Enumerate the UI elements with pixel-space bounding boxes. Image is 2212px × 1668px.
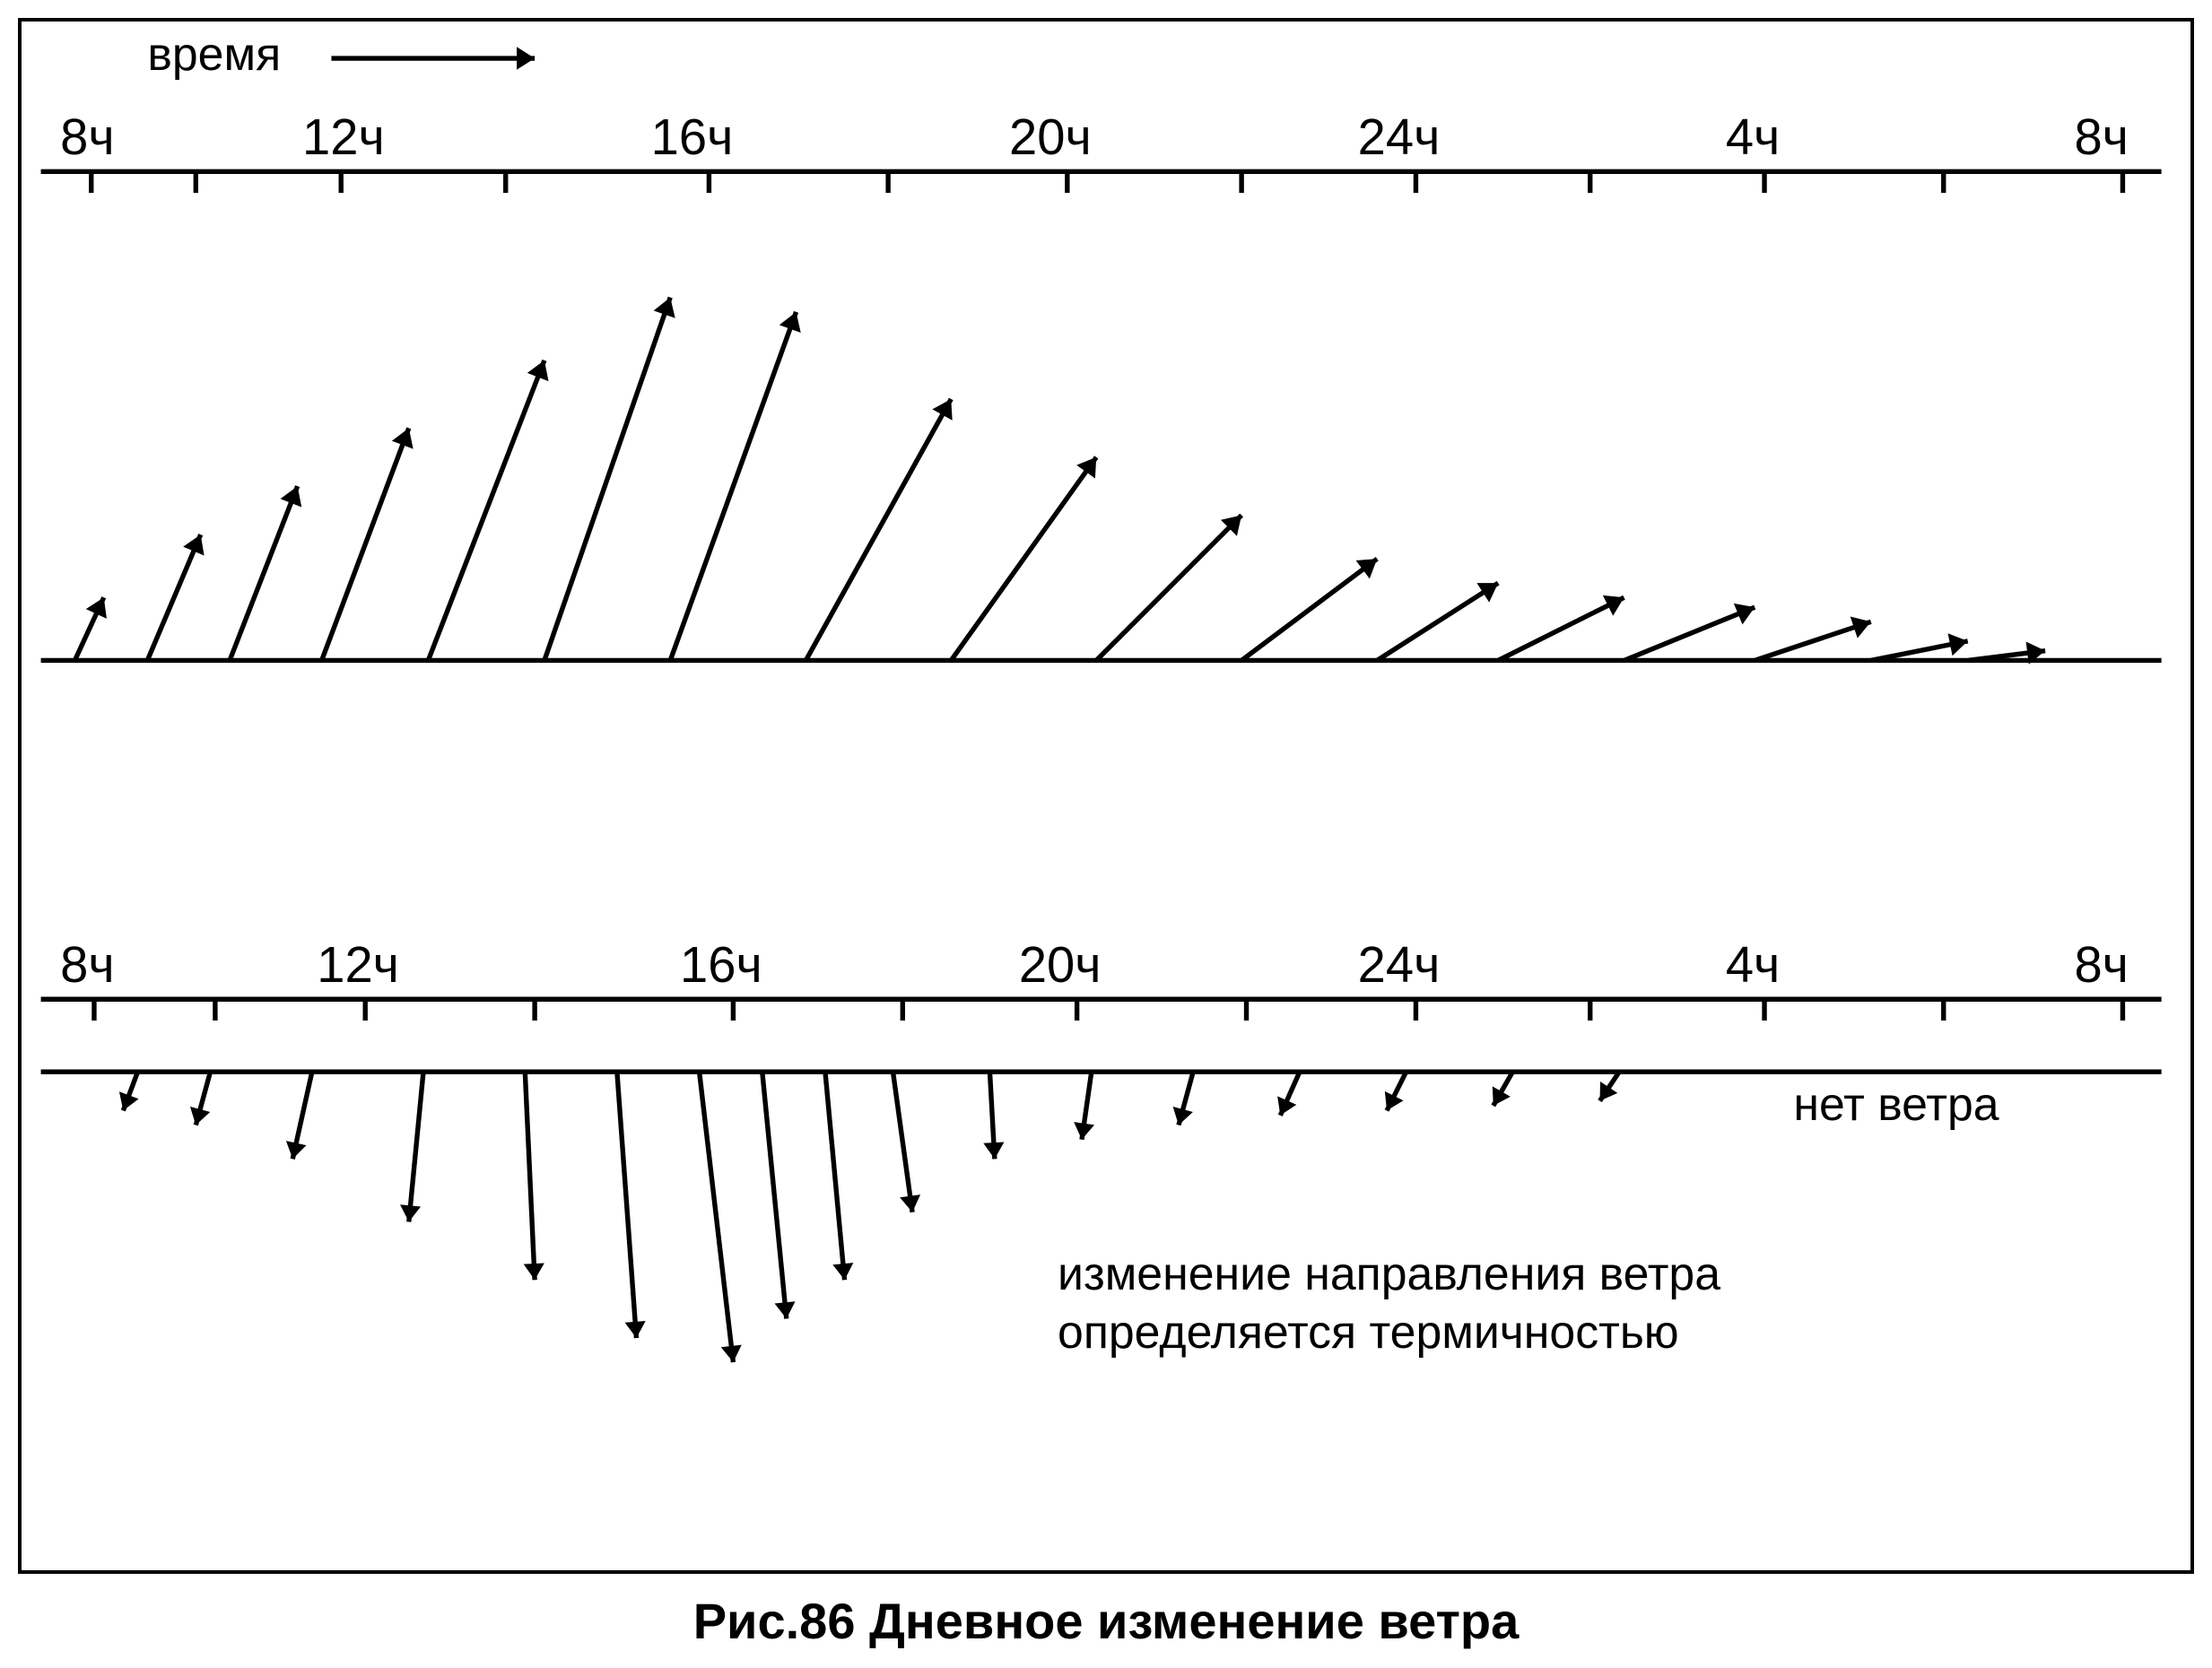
wind-arrow (700, 1072, 734, 1362)
arrowhead-icon (1948, 633, 1968, 656)
wind-arrow (428, 361, 544, 661)
arrowhead-icon (1173, 1107, 1193, 1125)
arrowhead-icon (900, 1195, 920, 1212)
axis-label: 24ч (1358, 109, 1441, 165)
wind-arrow (1377, 583, 1498, 660)
axis-label: 8ч (2074, 109, 2128, 165)
axis-label: 20ч (1009, 109, 1092, 165)
axis-label: 8ч (60, 936, 114, 993)
wind-diagram-svg: время 8ч 12ч 16ч 20ч 24ч 4ч 8ч 8ч 12ч 16ч 20ч 24ч 4ч 8… (22, 22, 2190, 1570)
wind-arrow (322, 428, 409, 660)
wind-arrow (893, 1072, 913, 1212)
arrowhead-icon (1076, 457, 1096, 479)
wind-arrow (1241, 559, 1377, 660)
arrowhead-icon (983, 1142, 1004, 1160)
wind-arrow (617, 1072, 637, 1338)
arrowhead-icon (1356, 559, 1378, 578)
wind-arrow (1096, 516, 1241, 661)
axis-label: 20ч (1019, 936, 1102, 993)
axis-label: 12ч (317, 936, 399, 993)
axis-label: 16ч (651, 109, 734, 165)
arrowhead-icon (400, 1204, 421, 1221)
wind-arrow (1498, 597, 1624, 660)
wind-arrow (806, 399, 951, 660)
wind-arrow (525, 1072, 535, 1280)
arrowhead-icon (721, 1345, 742, 1362)
axis-label: 4ч (1726, 936, 1780, 993)
wind-arrow (409, 1072, 423, 1221)
wind-arrow (147, 534, 200, 660)
no-wind-label: нет ветра (1793, 1078, 1999, 1130)
arrowhead-icon (774, 1301, 795, 1318)
wind-arrow (825, 1072, 845, 1280)
direction-change-label-line1: изменение направления ветра (1058, 1247, 1720, 1299)
arrowhead-icon (524, 1264, 544, 1281)
arrowhead-icon (832, 1263, 853, 1280)
axis-label: 12ч (302, 109, 385, 165)
arrowhead-icon (286, 1141, 307, 1159)
wind-arrow (762, 1072, 787, 1318)
direction-change-label-line2: определяется термичностью (1058, 1306, 1679, 1358)
arrowhead-icon (190, 1107, 210, 1125)
figure-container: время 8ч 12ч 16ч 20ч 24ч 4ч 8ч 8ч 12ч 16ч 20ч 24ч 4ч 8… (18, 18, 2194, 1650)
wind-arrow (230, 486, 298, 660)
arrowhead-icon (625, 1321, 646, 1338)
arrowhead-icon (517, 47, 535, 69)
time-label: время (147, 28, 281, 80)
wind-arrow (670, 312, 796, 661)
wind-arrow (1624, 607, 1755, 660)
axis-label: 16ч (680, 936, 762, 993)
figure-caption: Рис.86 Дневное изменение ветра (18, 1592, 2194, 1650)
chart-box: время 8ч 12ч 16ч 20ч 24ч 4ч 8ч 8ч 12ч 16ч 20ч 24ч 4ч 8… (18, 18, 2194, 1574)
wind-arrow (1755, 621, 1871, 660)
axis-label: 24ч (1358, 936, 1441, 993)
axis-label: 8ч (2074, 936, 2128, 993)
axis-label: 4ч (1726, 109, 1780, 165)
wind-arrow (951, 457, 1096, 661)
axis-label: 8ч (60, 109, 114, 165)
wind-arrow (544, 298, 670, 661)
